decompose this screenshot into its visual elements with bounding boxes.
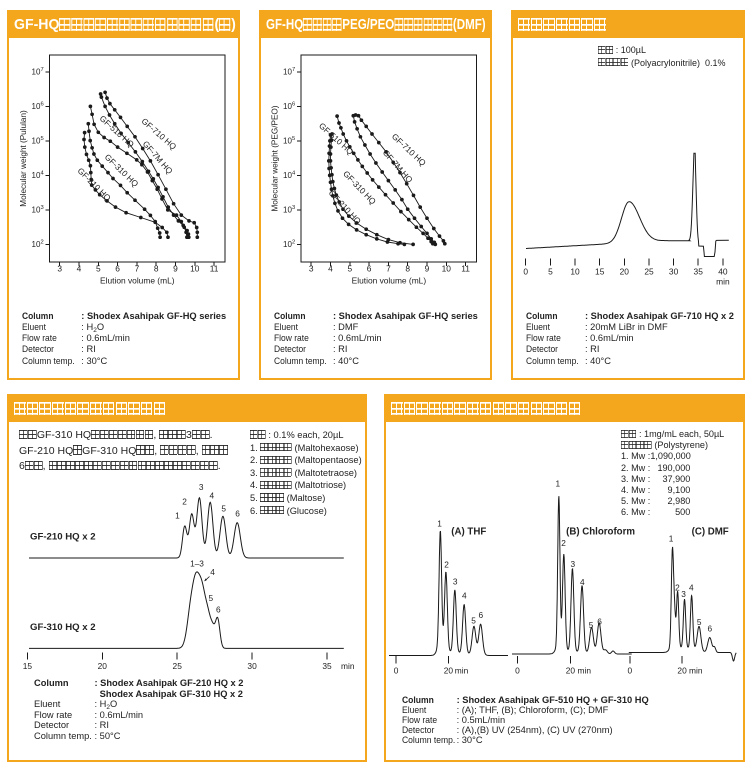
- svg-text:11: 11: [461, 264, 470, 274]
- svg-text:6: 6: [707, 624, 712, 634]
- svg-text:30: 30: [247, 661, 257, 671]
- svg-text:25: 25: [644, 267, 654, 277]
- svg-text:2: 2: [444, 560, 449, 570]
- svg-text:6: 6: [478, 610, 483, 620]
- svg-text:min: min: [689, 666, 703, 676]
- svg-text:107: 107: [32, 67, 44, 76]
- svg-text:0: 0: [627, 666, 632, 676]
- svg-text:0: 0: [394, 666, 399, 676]
- svg-text:3: 3: [199, 482, 204, 492]
- svg-text:5: 5: [221, 504, 226, 514]
- svg-text:105: 105: [32, 136, 44, 145]
- svg-text:GF-310 HQ: GF-310 HQ: [103, 152, 141, 189]
- svg-text:5: 5: [697, 617, 702, 627]
- svg-text:10: 10: [442, 264, 452, 274]
- svg-text:GF-210 HQ x 2: GF-210 HQ x 2: [30, 532, 96, 543]
- svg-text:40: 40: [718, 267, 728, 277]
- svg-text:5: 5: [347, 264, 352, 274]
- svg-text:102: 102: [283, 240, 295, 249]
- svg-text:5: 5: [471, 616, 476, 626]
- svg-text:7: 7: [386, 264, 391, 274]
- svg-text:4: 4: [462, 591, 467, 601]
- svg-text:4: 4: [580, 577, 585, 587]
- svg-text:(B) Chloroform: (B) Chloroform: [566, 527, 635, 538]
- svg-text:20: 20: [677, 666, 687, 676]
- svg-text:(A) THF: (A) THF: [451, 527, 486, 538]
- svg-text:11: 11: [210, 264, 219, 274]
- svg-text:6: 6: [115, 264, 120, 274]
- svg-text:5: 5: [589, 620, 594, 630]
- svg-text:1: 1: [669, 534, 674, 544]
- svg-text:6: 6: [235, 508, 240, 518]
- svg-text:3: 3: [57, 264, 62, 274]
- svg-text:9: 9: [425, 264, 430, 274]
- svg-text:10: 10: [190, 264, 200, 274]
- svg-text:6: 6: [367, 264, 372, 274]
- svg-text:4: 4: [328, 264, 333, 274]
- svg-text:2: 2: [561, 538, 566, 548]
- svg-text:4: 4: [689, 583, 694, 593]
- svg-text:20: 20: [566, 666, 576, 676]
- svg-text:Molecular weight (Pululan): Molecular weight (Pululan): [19, 110, 28, 207]
- svg-text:2: 2: [182, 496, 187, 506]
- svg-text:4: 4: [77, 264, 82, 274]
- svg-text:min: min: [716, 277, 730, 287]
- svg-text:1–3: 1–3: [190, 559, 204, 569]
- svg-text:5: 5: [208, 593, 213, 603]
- svg-text:106: 106: [32, 102, 44, 111]
- svg-text:15: 15: [23, 661, 33, 671]
- svg-text:106: 106: [283, 102, 295, 111]
- svg-text:0: 0: [523, 267, 528, 277]
- svg-text:GF-510 HQ: GF-510 HQ: [317, 121, 356, 157]
- svg-text:3: 3: [681, 589, 686, 599]
- svg-text:1: 1: [437, 519, 442, 529]
- svg-text:Elution volume (mL): Elution volume (mL): [100, 276, 175, 286]
- svg-text:min: min: [578, 666, 592, 676]
- svg-text:35: 35: [694, 267, 704, 277]
- svg-text:107: 107: [283, 67, 295, 76]
- svg-text:6: 6: [216, 605, 221, 615]
- svg-text:104: 104: [32, 171, 45, 180]
- svg-text:1: 1: [555, 479, 560, 489]
- svg-text:10: 10: [570, 267, 580, 277]
- svg-text:4: 4: [209, 491, 214, 501]
- svg-text:9: 9: [173, 264, 178, 274]
- svg-text:4: 4: [210, 567, 215, 577]
- svg-text:20: 20: [444, 666, 454, 676]
- svg-text:7: 7: [135, 264, 140, 274]
- svg-text:min: min: [455, 666, 469, 676]
- svg-text:103: 103: [283, 205, 295, 214]
- svg-text:20: 20: [620, 267, 630, 277]
- svg-text:104: 104: [283, 171, 296, 180]
- svg-text:3: 3: [453, 577, 458, 587]
- svg-text:102: 102: [32, 240, 44, 249]
- svg-text:105: 105: [283, 136, 295, 145]
- svg-text:2: 2: [675, 583, 680, 593]
- svg-text:Elution volume (mL): Elution volume (mL): [352, 276, 427, 286]
- svg-text:(C) DMF: (C) DMF: [692, 527, 729, 538]
- svg-text:3: 3: [570, 559, 575, 569]
- svg-text:5: 5: [548, 267, 553, 277]
- svg-text:6: 6: [597, 617, 602, 627]
- svg-text:8: 8: [154, 264, 159, 274]
- svg-text:GF-310 HQ x 2: GF-310 HQ x 2: [30, 622, 96, 633]
- svg-text:1: 1: [175, 511, 180, 521]
- svg-text:15: 15: [595, 267, 605, 277]
- svg-text:Molecular weight (PEG/PEO): Molecular weight (PEG/PEO): [271, 105, 280, 211]
- svg-text:35: 35: [322, 661, 332, 671]
- svg-text:30: 30: [669, 267, 679, 277]
- svg-text:20: 20: [98, 661, 108, 671]
- svg-text:3: 3: [309, 264, 314, 274]
- svg-text:25: 25: [173, 661, 183, 671]
- svg-text:5: 5: [96, 264, 101, 274]
- svg-text:8: 8: [405, 264, 410, 274]
- svg-text:min: min: [341, 661, 355, 671]
- svg-text:103: 103: [32, 205, 44, 214]
- svg-text:0: 0: [515, 666, 520, 676]
